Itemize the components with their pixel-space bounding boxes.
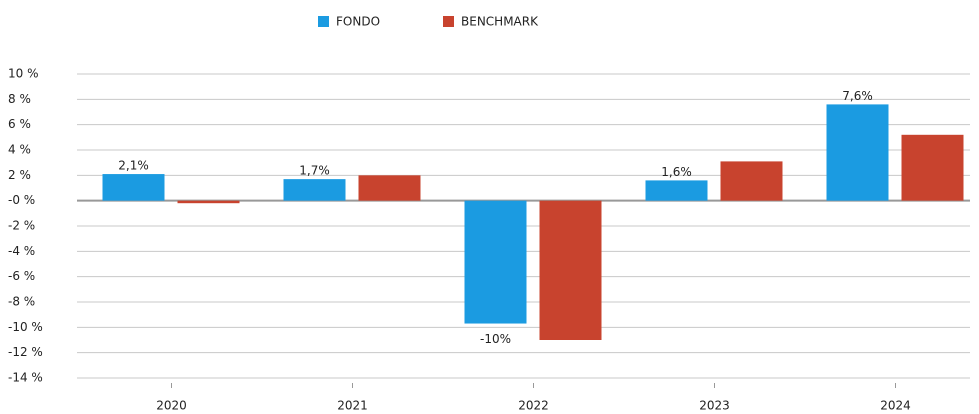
bar — [826, 104, 889, 201]
y-tick-label: 2 % — [8, 168, 31, 182]
data-label: 1,7% — [299, 164, 330, 178]
bar — [102, 174, 165, 201]
bar — [539, 200, 602, 340]
bar — [720, 161, 783, 201]
y-tick-label: -12 % — [8, 345, 43, 359]
x-tick-label: 2024 — [880, 399, 911, 413]
data-label: 2,1% — [118, 159, 149, 173]
bar — [358, 175, 421, 201]
data-label: -10% — [480, 332, 511, 346]
bar — [177, 200, 240, 204]
legend-swatch — [443, 16, 454, 27]
y-tick-label: 10 % — [8, 67, 39, 81]
bar — [283, 179, 346, 201]
x-tick-label: 2020 — [156, 399, 187, 413]
legend-swatch — [318, 16, 329, 27]
y-tick-label: 8 % — [8, 92, 31, 106]
y-tick-label: -2 % — [8, 219, 35, 233]
y-tick-label: -10 % — [8, 320, 43, 334]
x-tick-label: 2022 — [518, 399, 549, 413]
y-tick-label: -4 % — [8, 244, 35, 258]
bar — [464, 200, 527, 324]
x-tick-label: 2023 — [699, 399, 730, 413]
data-label: 7,6% — [842, 89, 873, 103]
y-tick-label: -6 % — [8, 269, 35, 283]
legend-label: FONDO — [336, 15, 380, 29]
x-tick-label: 2021 — [337, 399, 368, 413]
bar — [901, 134, 964, 201]
y-tick-label: -0 % — [8, 193, 35, 207]
y-tick-label: 4 % — [8, 143, 31, 157]
data-label: 1,6% — [661, 165, 692, 179]
y-tick-label: -8 % — [8, 295, 35, 309]
y-tick-label: -14 % — [8, 371, 43, 385]
y-tick-label: 6 % — [8, 117, 31, 131]
legend-label: BENCHMARK — [461, 15, 539, 29]
bar — [645, 180, 708, 201]
